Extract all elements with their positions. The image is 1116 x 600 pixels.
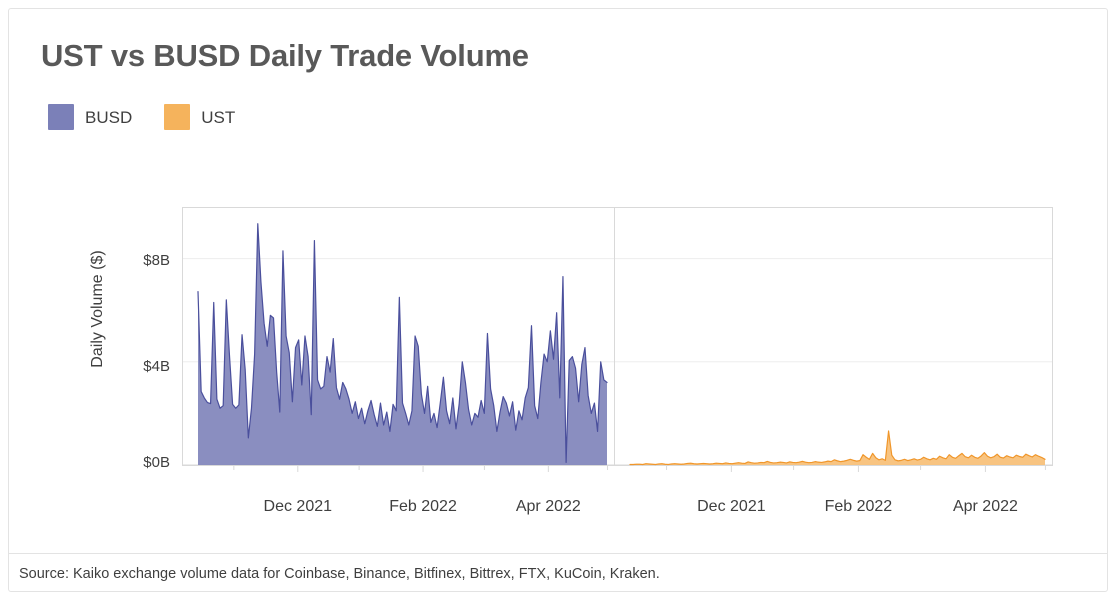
y-tick-label-1: $4B xyxy=(143,358,170,375)
x-tick-label-busd-2: Apr 2022 xyxy=(515,498,581,515)
legend-item-ust[interactable]: UST xyxy=(164,104,235,130)
legend-swatch-busd xyxy=(48,104,74,130)
source-note: Source: Kaiko exchange volume data for C… xyxy=(19,566,660,582)
y-tick-label-2: $8B xyxy=(143,252,170,269)
y-tick-label-0: $0B xyxy=(143,454,170,471)
footer-divider xyxy=(9,553,1107,554)
x-tick-label-ust-1: Feb 2022 xyxy=(824,498,893,515)
x-tick-label-ust-2: Apr 2022 xyxy=(952,498,1018,515)
x-tick-label-ust-0: Dec 2021 xyxy=(697,498,766,515)
x-tick-label-busd-1: Feb 2022 xyxy=(389,498,457,515)
chart-legend: BUSD UST xyxy=(48,104,235,130)
legend-label-busd: BUSD xyxy=(85,107,133,127)
page-title: UST vs BUSD Daily Trade Volume xyxy=(41,38,529,73)
y-axis-label: Daily Volume ($) xyxy=(89,250,106,368)
legend-label-ust: UST xyxy=(201,107,236,127)
x-tick-label-busd-0: Dec 2021 xyxy=(263,498,333,515)
legend-item-busd[interactable]: BUSD xyxy=(48,104,132,130)
legend-swatch-ust xyxy=(164,104,191,130)
